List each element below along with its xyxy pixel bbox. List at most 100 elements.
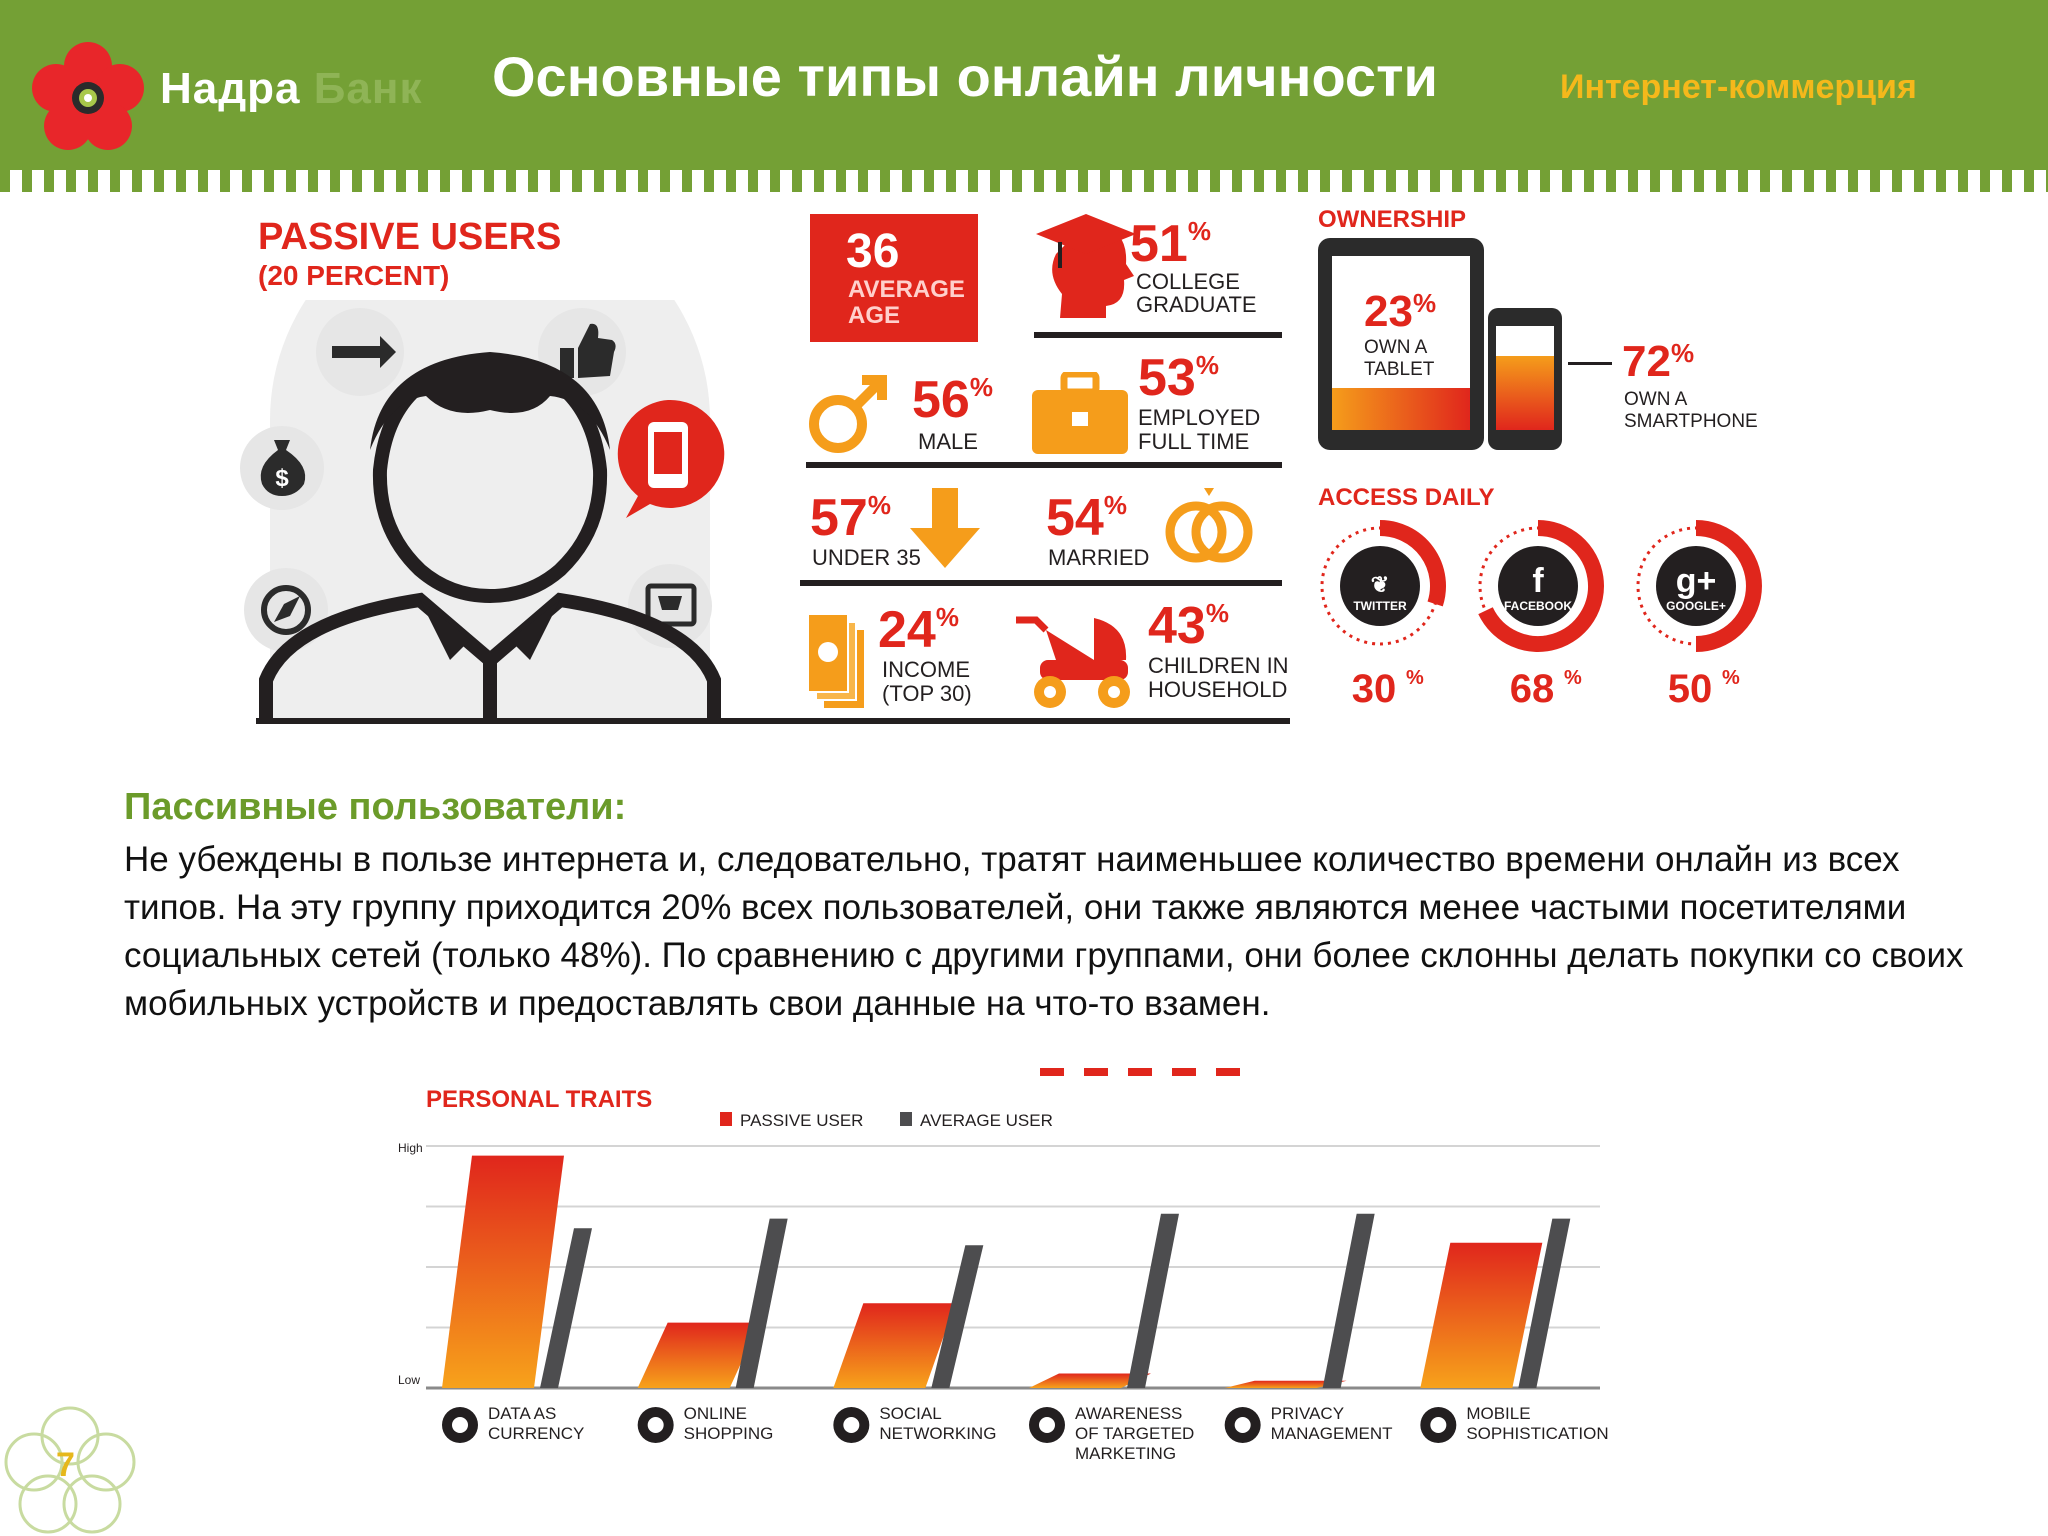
average-age-label-1: AVERAGE [848, 276, 965, 303]
access-daily-title: ACCESS DAILY [1318, 484, 1495, 511]
category-label: CURRENCY [488, 1424, 584, 1443]
social-icon-badge [1656, 546, 1736, 626]
social-name-label: GOOGLE+ [1666, 599, 1726, 613]
category-label: MARKETING [1075, 1444, 1176, 1463]
tablet-ownership-label-2: TABLET [1364, 359, 1435, 380]
category-icon-center [1039, 1417, 1055, 1433]
stat-children-label-1: CHILDREN IN [1148, 653, 1289, 678]
legend-label: PASSIVE USER [740, 1111, 863, 1130]
stat-married-number: 54 [1046, 489, 1104, 547]
stat-college-value: 51% [1130, 218, 1211, 270]
body-paragraph: Не убеждены в пользе интернета и, следов… [124, 840, 1964, 1023]
bank-name-secondary: Банк [313, 64, 423, 113]
male-symbol-icon [809, 375, 887, 453]
bar-passive-user [1224, 1380, 1347, 1388]
stat-income-label-1: INCOME [882, 657, 970, 682]
stat-college-label-2: GRADUATE [1136, 292, 1257, 317]
footer-flower-outline-icon [4, 1406, 136, 1534]
cash-stack-icon [807, 614, 864, 708]
access-percent-value: 50 [1668, 667, 1713, 711]
svg-text:$: $ [275, 465, 289, 492]
category-icon-center [1234, 1417, 1251, 1433]
section-tag: Интернет-коммерция [1560, 68, 1917, 106]
bank-name: Надра Банк [160, 64, 422, 114]
chart-title: PERSONAL TRAITS [426, 1086, 652, 1113]
y-axis-low-label: Low [398, 1373, 420, 1387]
smartphone-leader-line [1568, 362, 1612, 365]
category-label: DATA AS [488, 1404, 556, 1423]
category-label: MANAGEMENT [1271, 1424, 1393, 1443]
access-ring-fill [1379, 520, 1446, 607]
stat-under35-label: UNDER 35 [812, 545, 921, 570]
average-age-box: 36 AVERAGE AGE [810, 214, 978, 342]
infographic-subtitle: (20 PERCENT) [258, 260, 450, 291]
smartphone-bubble-icon [617, 399, 725, 518]
infographic-title: PASSIVE USERS [258, 216, 562, 258]
category-label: PRIVACY [1271, 1404, 1344, 1423]
bar-passive-user [637, 1322, 760, 1388]
category-label: ONLINE [684, 1404, 747, 1423]
body-heading: Пассивные пользователи: [124, 786, 627, 828]
personal-traits-chart: PERSONAL TRAITS PASSIVE USER AVERAGE USER H… [398, 1086, 1609, 1463]
category-label: SHOPPING [684, 1424, 774, 1443]
category-label: SOCIAL [879, 1404, 941, 1423]
divider-rule [1034, 332, 1282, 338]
bar-passive-user [1420, 1242, 1543, 1388]
stat-under35-value: 57% [810, 492, 891, 544]
transfer-arrows-icon [316, 308, 404, 396]
stat-children-unit: % [1205, 598, 1229, 628]
smartphone-ownership-value: 72% [1622, 340, 1694, 384]
google-plus-icon: g+ [1676, 562, 1717, 600]
stat-married-value: 54% [1046, 492, 1127, 544]
bank-name-primary: Надра [160, 64, 301, 113]
page-number: 7 [56, 1446, 75, 1484]
stat-college-unit: % [1187, 216, 1211, 246]
tablet-ownership-unit: % [1412, 288, 1437, 318]
average-age-value: 36 [846, 225, 900, 278]
category-icon-center [1430, 1417, 1447, 1433]
smartphone-ownership-label-1: OWN A [1624, 389, 1688, 410]
category-label: MOBILE [1466, 1404, 1530, 1423]
tablet-ownership-value: 23% [1364, 290, 1436, 334]
stat-employed-unit: % [1195, 350, 1219, 380]
tablet-ownership-label-1: OWN A [1364, 337, 1428, 358]
ownership-title: OWNERSHIP [1318, 206, 1467, 233]
bar-average-user [540, 1228, 592, 1388]
category-label: OF TARGETED [1075, 1424, 1194, 1443]
stat-income-label-2: (TOP 30) [882, 681, 972, 706]
money-bag-icon: $ [240, 426, 324, 510]
header-stripe-divider [0, 170, 2048, 192]
bar-average-user [1322, 1213, 1375, 1388]
bar-passive-user [1029, 1373, 1151, 1388]
social-name-label: FACEBOOK [1504, 599, 1572, 613]
bar-average-user [1518, 1218, 1571, 1388]
stat-college-number: 51 [1130, 215, 1188, 273]
category-icon-center [452, 1417, 468, 1433]
smartphone-ownership-label-2: SMARTPHONE [1624, 411, 1758, 432]
social-name-label: TWITTER [1353, 599, 1407, 613]
stat-married-label: MARRIED [1048, 545, 1150, 570]
legend-swatch [720, 1112, 732, 1126]
smartphone-ownership-number: 72 [1622, 337, 1671, 386]
bar-passive-user [442, 1155, 564, 1388]
average-age-label-2: AGE [848, 302, 901, 329]
bar-average-user [735, 1218, 788, 1388]
category-label: SOPHISTICATION [1466, 1424, 1608, 1443]
infographic-baseline [256, 718, 1290, 724]
divider-rule [806, 462, 1282, 468]
stat-married-unit: % [1103, 490, 1127, 520]
tablet-ownership-number: 23 [1364, 287, 1413, 336]
wedding-rings-icon [1165, 488, 1253, 563]
smartphone-device-icon [1488, 308, 1562, 450]
stat-employed-number: 53 [1138, 349, 1196, 407]
passive-user-illustration: $ [240, 300, 725, 720]
access-percent-unit: % [1722, 667, 1740, 689]
category-label: AWARENESS [1075, 1404, 1182, 1423]
divider-rule [800, 580, 1282, 586]
legend-swatch [900, 1112, 912, 1126]
stat-employed-label-2: FULL TIME [1138, 429, 1250, 454]
stat-under35-unit: % [867, 490, 891, 520]
stat-college-label-1: COLLEGE [1136, 269, 1240, 294]
stat-male-label: MALE [918, 429, 978, 454]
